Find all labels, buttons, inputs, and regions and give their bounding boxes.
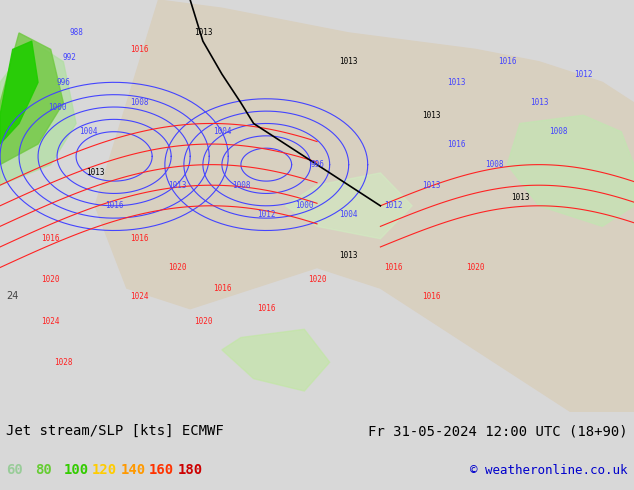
Text: 1016: 1016 (257, 304, 276, 313)
Text: 1020: 1020 (466, 263, 485, 272)
Text: 1020: 1020 (307, 275, 327, 284)
Text: 1020: 1020 (168, 263, 187, 272)
Text: 1000: 1000 (295, 201, 314, 210)
Polygon shape (0, 33, 63, 165)
Text: 1000: 1000 (48, 102, 67, 112)
Text: 1008: 1008 (485, 160, 504, 169)
Text: © weatheronline.co.uk: © weatheronline.co.uk (470, 464, 628, 477)
Text: 1016: 1016 (447, 140, 466, 148)
Text: 1016: 1016 (41, 234, 60, 243)
Text: 988: 988 (69, 28, 83, 37)
Text: 1016: 1016 (422, 292, 441, 301)
Polygon shape (0, 41, 38, 144)
Polygon shape (285, 173, 412, 239)
Text: Jet stream/SLP [kts] ECMWF: Jet stream/SLP [kts] ECMWF (6, 424, 224, 438)
Text: 1013: 1013 (447, 78, 466, 87)
Text: 1013: 1013 (529, 98, 548, 107)
Text: 1016: 1016 (498, 57, 517, 66)
Text: 120: 120 (92, 464, 117, 477)
Text: 80: 80 (35, 464, 51, 477)
Text: 140: 140 (120, 464, 146, 477)
Text: 1012: 1012 (384, 201, 403, 210)
Text: 1004: 1004 (339, 210, 358, 219)
Text: 60: 60 (6, 464, 23, 477)
Polygon shape (95, 0, 634, 412)
Text: 1016: 1016 (130, 45, 149, 54)
Polygon shape (0, 41, 76, 185)
Text: 1012: 1012 (574, 70, 593, 78)
Text: 1008: 1008 (548, 127, 567, 136)
Text: 100: 100 (63, 464, 89, 477)
Text: 1004: 1004 (79, 127, 98, 136)
Text: 1004: 1004 (212, 127, 231, 136)
Text: 24: 24 (6, 292, 19, 301)
Text: 1016: 1016 (212, 284, 231, 293)
Text: Fr 31-05-2024 12:00 UTC (18+90): Fr 31-05-2024 12:00 UTC (18+90) (368, 424, 628, 438)
Text: 1013: 1013 (422, 111, 441, 120)
Text: 996: 996 (56, 78, 70, 87)
Text: 1016: 1016 (105, 201, 124, 210)
Text: 996: 996 (310, 160, 324, 169)
Text: 1013: 1013 (168, 181, 187, 190)
Text: 1024: 1024 (41, 317, 60, 325)
Text: 1020: 1020 (193, 317, 212, 325)
Text: 1008: 1008 (231, 181, 250, 190)
Text: 1013: 1013 (510, 193, 529, 202)
Text: 160: 160 (149, 464, 174, 477)
Text: 1024: 1024 (130, 292, 149, 301)
Text: 1012: 1012 (257, 210, 276, 219)
Text: 1020: 1020 (41, 275, 60, 284)
Text: 992: 992 (63, 53, 77, 62)
Polygon shape (507, 115, 634, 226)
Text: 1013: 1013 (422, 181, 441, 190)
Polygon shape (222, 329, 330, 391)
Text: 180: 180 (178, 464, 203, 477)
Text: 1008: 1008 (130, 98, 149, 107)
Text: 1013: 1013 (339, 251, 358, 260)
Text: 1028: 1028 (54, 358, 73, 367)
Text: 1016: 1016 (130, 234, 149, 243)
Text: 1013: 1013 (339, 57, 358, 66)
Text: 1013: 1013 (86, 169, 105, 177)
Text: 1013: 1013 (193, 28, 212, 37)
Text: 1016: 1016 (384, 263, 403, 272)
